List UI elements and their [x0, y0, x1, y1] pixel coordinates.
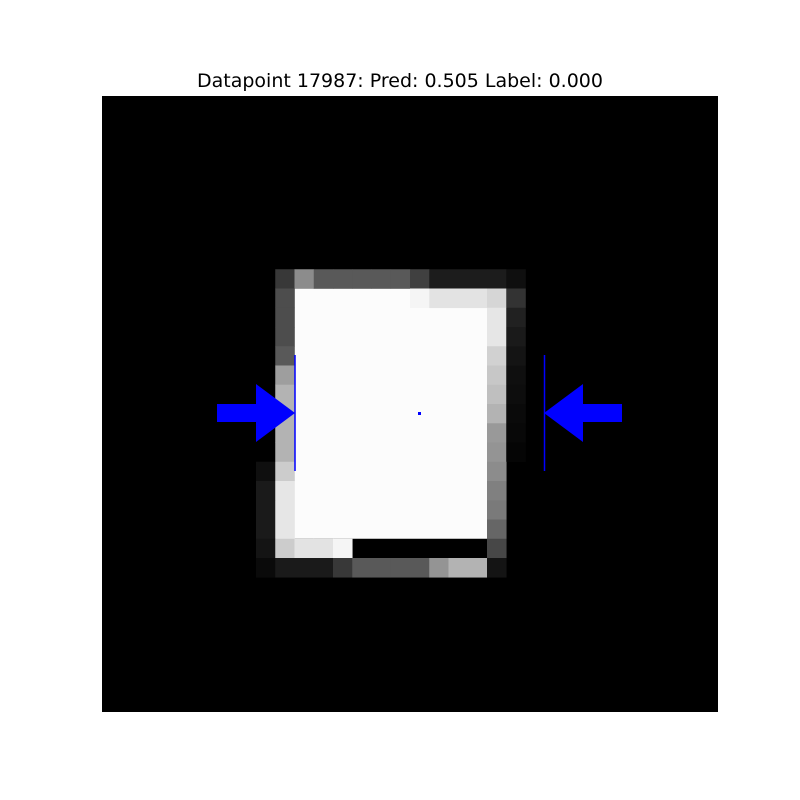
- image-pixel: [275, 365, 295, 386]
- image-pixel: [410, 269, 430, 289]
- image-pixel: [487, 384, 507, 405]
- image-pixel: [275, 519, 295, 540]
- image-pixel: [352, 558, 372, 578]
- image-pixel: [275, 423, 295, 443]
- image-pixel: [506, 327, 526, 347]
- image-pixel: [487, 288, 507, 309]
- image-pixel: [506, 423, 526, 443]
- image-pixel: [506, 269, 526, 289]
- plot-title: Datapoint 17987: Pred: 0.505 Label: 0.00…: [197, 70, 603, 92]
- image-pixel: [487, 538, 507, 559]
- image-pixel: [390, 269, 411, 289]
- image-pixel: [448, 269, 469, 289]
- image-pixel: [506, 404, 526, 424]
- image-pixel: [410, 288, 430, 309]
- image-pixel: [467, 269, 488, 289]
- arrow-right-icon: [217, 384, 295, 442]
- image-pixel: [256, 538, 276, 559]
- image-pixel: [275, 461, 295, 482]
- image-pixel: [275, 558, 295, 578]
- arrow-left-icon: [544, 384, 622, 442]
- image-pixel: [275, 481, 295, 501]
- image-pixel: [429, 269, 449, 289]
- image-pixels: [256, 269, 526, 578]
- image-pixel: [275, 346, 295, 366]
- image-pixel: [487, 442, 507, 463]
- image-pixel: [487, 481, 507, 501]
- image-pixel: [275, 269, 295, 289]
- image-pixel: [467, 558, 488, 578]
- image-pixel: [506, 288, 526, 309]
- image-pixel: [275, 538, 295, 559]
- image-pixel: [487, 519, 507, 540]
- image-pixel: [506, 384, 526, 405]
- image-pixel: [333, 538, 353, 559]
- image-pixel: [275, 384, 295, 405]
- bright-region: [294, 288, 487, 539]
- image-pixel: [256, 461, 276, 482]
- image-pixel: [313, 558, 334, 578]
- image-pixel: [371, 558, 392, 578]
- image-pixel: [275, 500, 295, 520]
- image-pixel: [429, 558, 449, 578]
- image-pixel: [487, 269, 507, 289]
- image-pixel: [506, 346, 526, 366]
- image-pixel: [275, 307, 295, 328]
- image-pixel: [410, 558, 430, 578]
- image-pixel: [294, 558, 315, 578]
- center-marker: [418, 412, 421, 415]
- image-pixel: [256, 500, 276, 520]
- image-pixel: [487, 558, 507, 578]
- image-pixel: [294, 538, 315, 559]
- image-pixel: [390, 558, 411, 578]
- image-pixel: [487, 461, 507, 482]
- image-pixel: [487, 327, 507, 347]
- image-pixel: [333, 269, 353, 289]
- image-pixel: [256, 481, 276, 501]
- image-pixel: [467, 288, 488, 309]
- image-pixel: [371, 269, 392, 289]
- image-pixel: [506, 442, 526, 463]
- image-pixel: [275, 442, 295, 463]
- image-pixel: [352, 269, 372, 289]
- image-pixel: [275, 327, 295, 347]
- image-pixel: [256, 519, 276, 540]
- image-pixel: [506, 307, 526, 328]
- image-pixel: [487, 423, 507, 443]
- image-pixel: [429, 288, 449, 309]
- image-pixel: [333, 558, 353, 578]
- image-pixel: [487, 404, 507, 424]
- image-pixel: [256, 558, 276, 578]
- image-pixel: [313, 538, 334, 559]
- image-pixel: [313, 269, 334, 289]
- image-pixel: [448, 288, 469, 309]
- image-pixel: [448, 558, 469, 578]
- image-pixel: [487, 307, 507, 328]
- image-pixel: [487, 500, 507, 520]
- image-pixel: [275, 288, 295, 309]
- image-pixel: [506, 365, 526, 386]
- image-pixel: [487, 365, 507, 386]
- image-pixel: [487, 346, 507, 366]
- image-pixel: [294, 269, 315, 289]
